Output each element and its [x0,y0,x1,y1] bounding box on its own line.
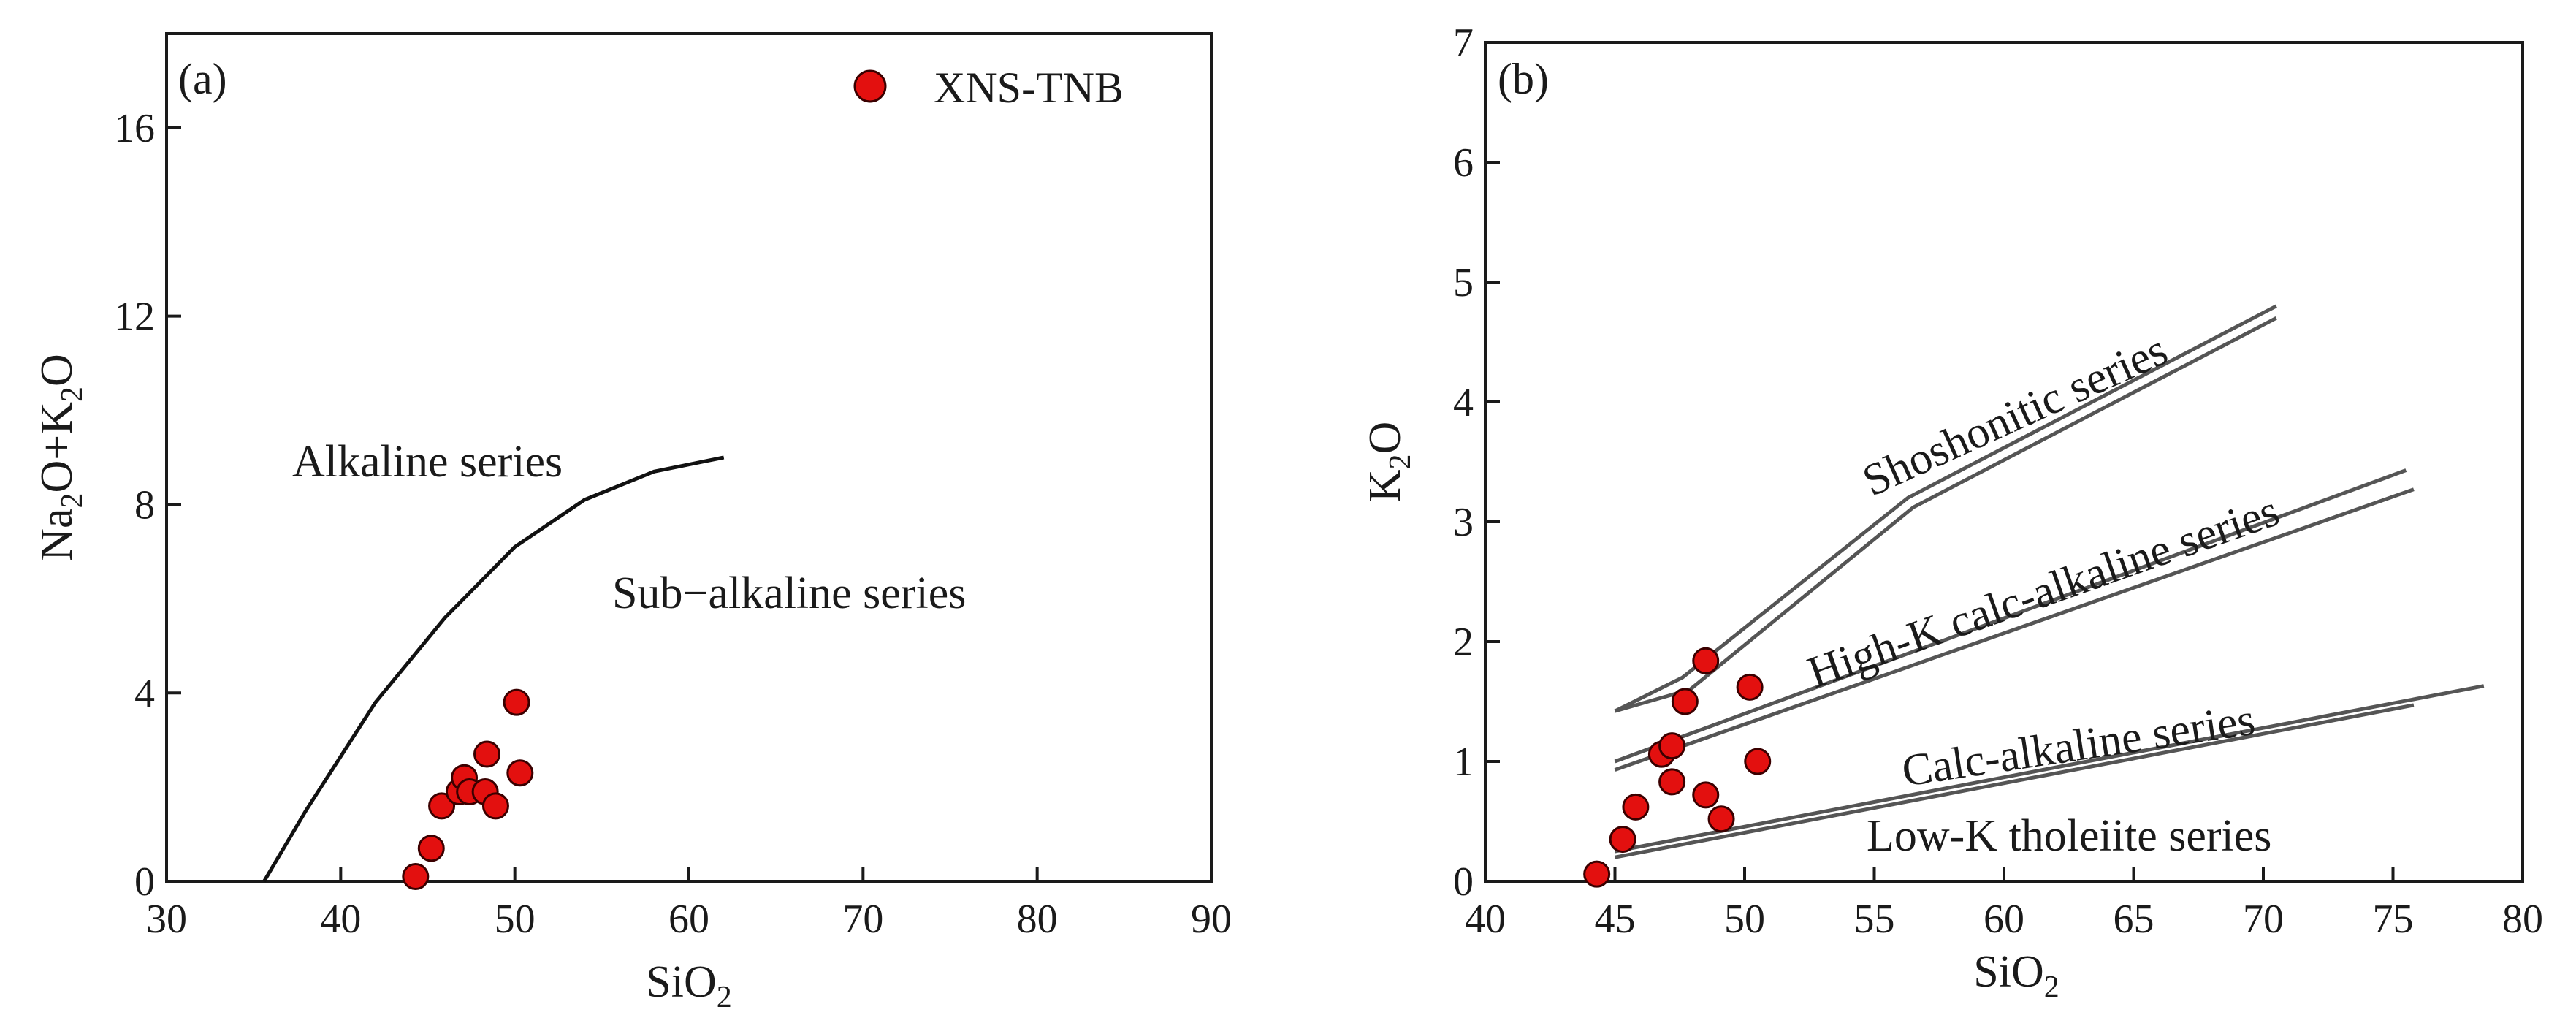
data-point [1609,826,1636,854]
data-point [1744,748,1772,775]
panel-a-x-tick-label: 40 [320,897,361,942]
data-point [402,863,430,891]
data-point [503,688,530,716]
panel-b-y-tick-label: 3 [1453,500,1474,545]
data-point [1692,781,1720,809]
panel-a-x-tick-label: 30 [146,897,187,942]
panel-b-data-points [1583,647,1772,888]
data-point [481,792,509,820]
boundary-line-shoshonitic-lower [1614,316,2277,713]
series-label-lowk-tholeiite: Low-K tholeiite series [1867,811,2271,861]
panel-a-x-tick-label: 60 [668,897,709,942]
panel-b-ticks [1484,41,2524,883]
boundary-line-calc-lower [1615,703,2415,859]
panel-a-x-axis-title: SiO2 [646,957,731,1014]
panel-a-ticks [165,126,1213,883]
panel-b-x-tick-label: 70 [2243,897,2284,942]
panel-b-y-tick-label: 2 [1453,620,1474,665]
panel-b-x-tick-label: 45 [1595,897,1636,942]
panel-a-alkaline-boundary-line [262,455,725,883]
data-point [473,740,501,768]
series-label-calc-alkaline: Calc-alkaline series [1899,695,2258,797]
boundary-line-highk-upper [1614,468,2407,764]
panel-a-tick-labels: 30 40 50 60 70 80 90 0 4 8 12 16 [114,106,1232,942]
data-point [1658,768,1686,796]
panel-b-y-tick-label: 7 [1453,20,1474,66]
panel-a-x-tick-label: 80 [1017,897,1058,942]
series-label-shoshonitic: Shoshonitic series [1856,324,2175,506]
data-point [1583,860,1611,888]
series-label-highk: High-K calc-alkaline series [1802,486,2285,699]
panel-a-x-tick-label: 50 [495,897,536,942]
panel-a-label: (a) [178,55,227,103]
panel-b-y-tick-label: 4 [1453,380,1474,425]
panel-b-x-tick-label: 75 [2373,897,2414,942]
panel-b-x-tick-label: 55 [1854,897,1895,942]
data-point [1736,673,1764,701]
panel-a-x-tick-label: 90 [1191,897,1232,942]
panel-a-y-axis-title: Na2O+K2O [32,354,89,561]
panel-b-y-axis-title: K2O [1360,422,1417,503]
panel-b-y-tick-label: 6 [1453,140,1474,186]
data-point [1622,793,1650,821]
panel-b-x-tick-label: 60 [1984,897,2024,942]
region-label-alkaline: Alkaline series [292,437,563,487]
legend-marker [853,69,887,103]
data-point [1658,732,1686,760]
data-point [428,792,456,820]
panel-b-y-tick-label: 5 [1453,260,1474,305]
panel-a-y-tick-label: 4 [134,671,155,716]
data-point [1692,647,1720,674]
panel-b-x-tick-label: 80 [2502,897,2543,942]
panel-a-y-tick-label: 0 [134,859,155,905]
data-point [1671,688,1699,715]
boundary-line-highk-lower [1614,487,2415,772]
boundary-line-shoshonitic-upper [1614,304,2277,713]
legend-label: XNS-TNB [934,64,1124,112]
boundary-line-calc-upper [1615,684,2485,854]
panel-b-series-boundaries [1614,304,2485,859]
panel-b-x-tick-label: 50 [1724,897,1765,942]
panel-b-label: (b) [1498,55,1549,103]
data-point [417,835,445,862]
panel-b-x-tick-label: 65 [2114,897,2154,942]
panel-a-tas-diagram: 30 40 50 60 70 80 90 0 4 8 12 16 (a) XNS-TNB Alkali… [32,32,1232,1014]
panel-b-x-tick-label: 40 [1465,897,1506,942]
panel-a-data-points [402,688,534,891]
region-label-subalkaline: Sub−alkaline series [612,569,966,618]
data-point [506,759,534,787]
panel-b-y-tick-label: 0 [1453,859,1474,905]
panel-a-y-tick-label: 12 [114,294,155,340]
data-point [1707,805,1735,833]
panel-b-x-axis-title: SiO2 [1973,947,2059,1004]
panel-a-x-tick-label: 70 [842,897,883,942]
panel-a-y-tick-label: 16 [114,106,155,151]
panel-b-y-tick-label: 1 [1453,740,1474,785]
panel-a-y-tick-label: 8 [134,482,155,528]
